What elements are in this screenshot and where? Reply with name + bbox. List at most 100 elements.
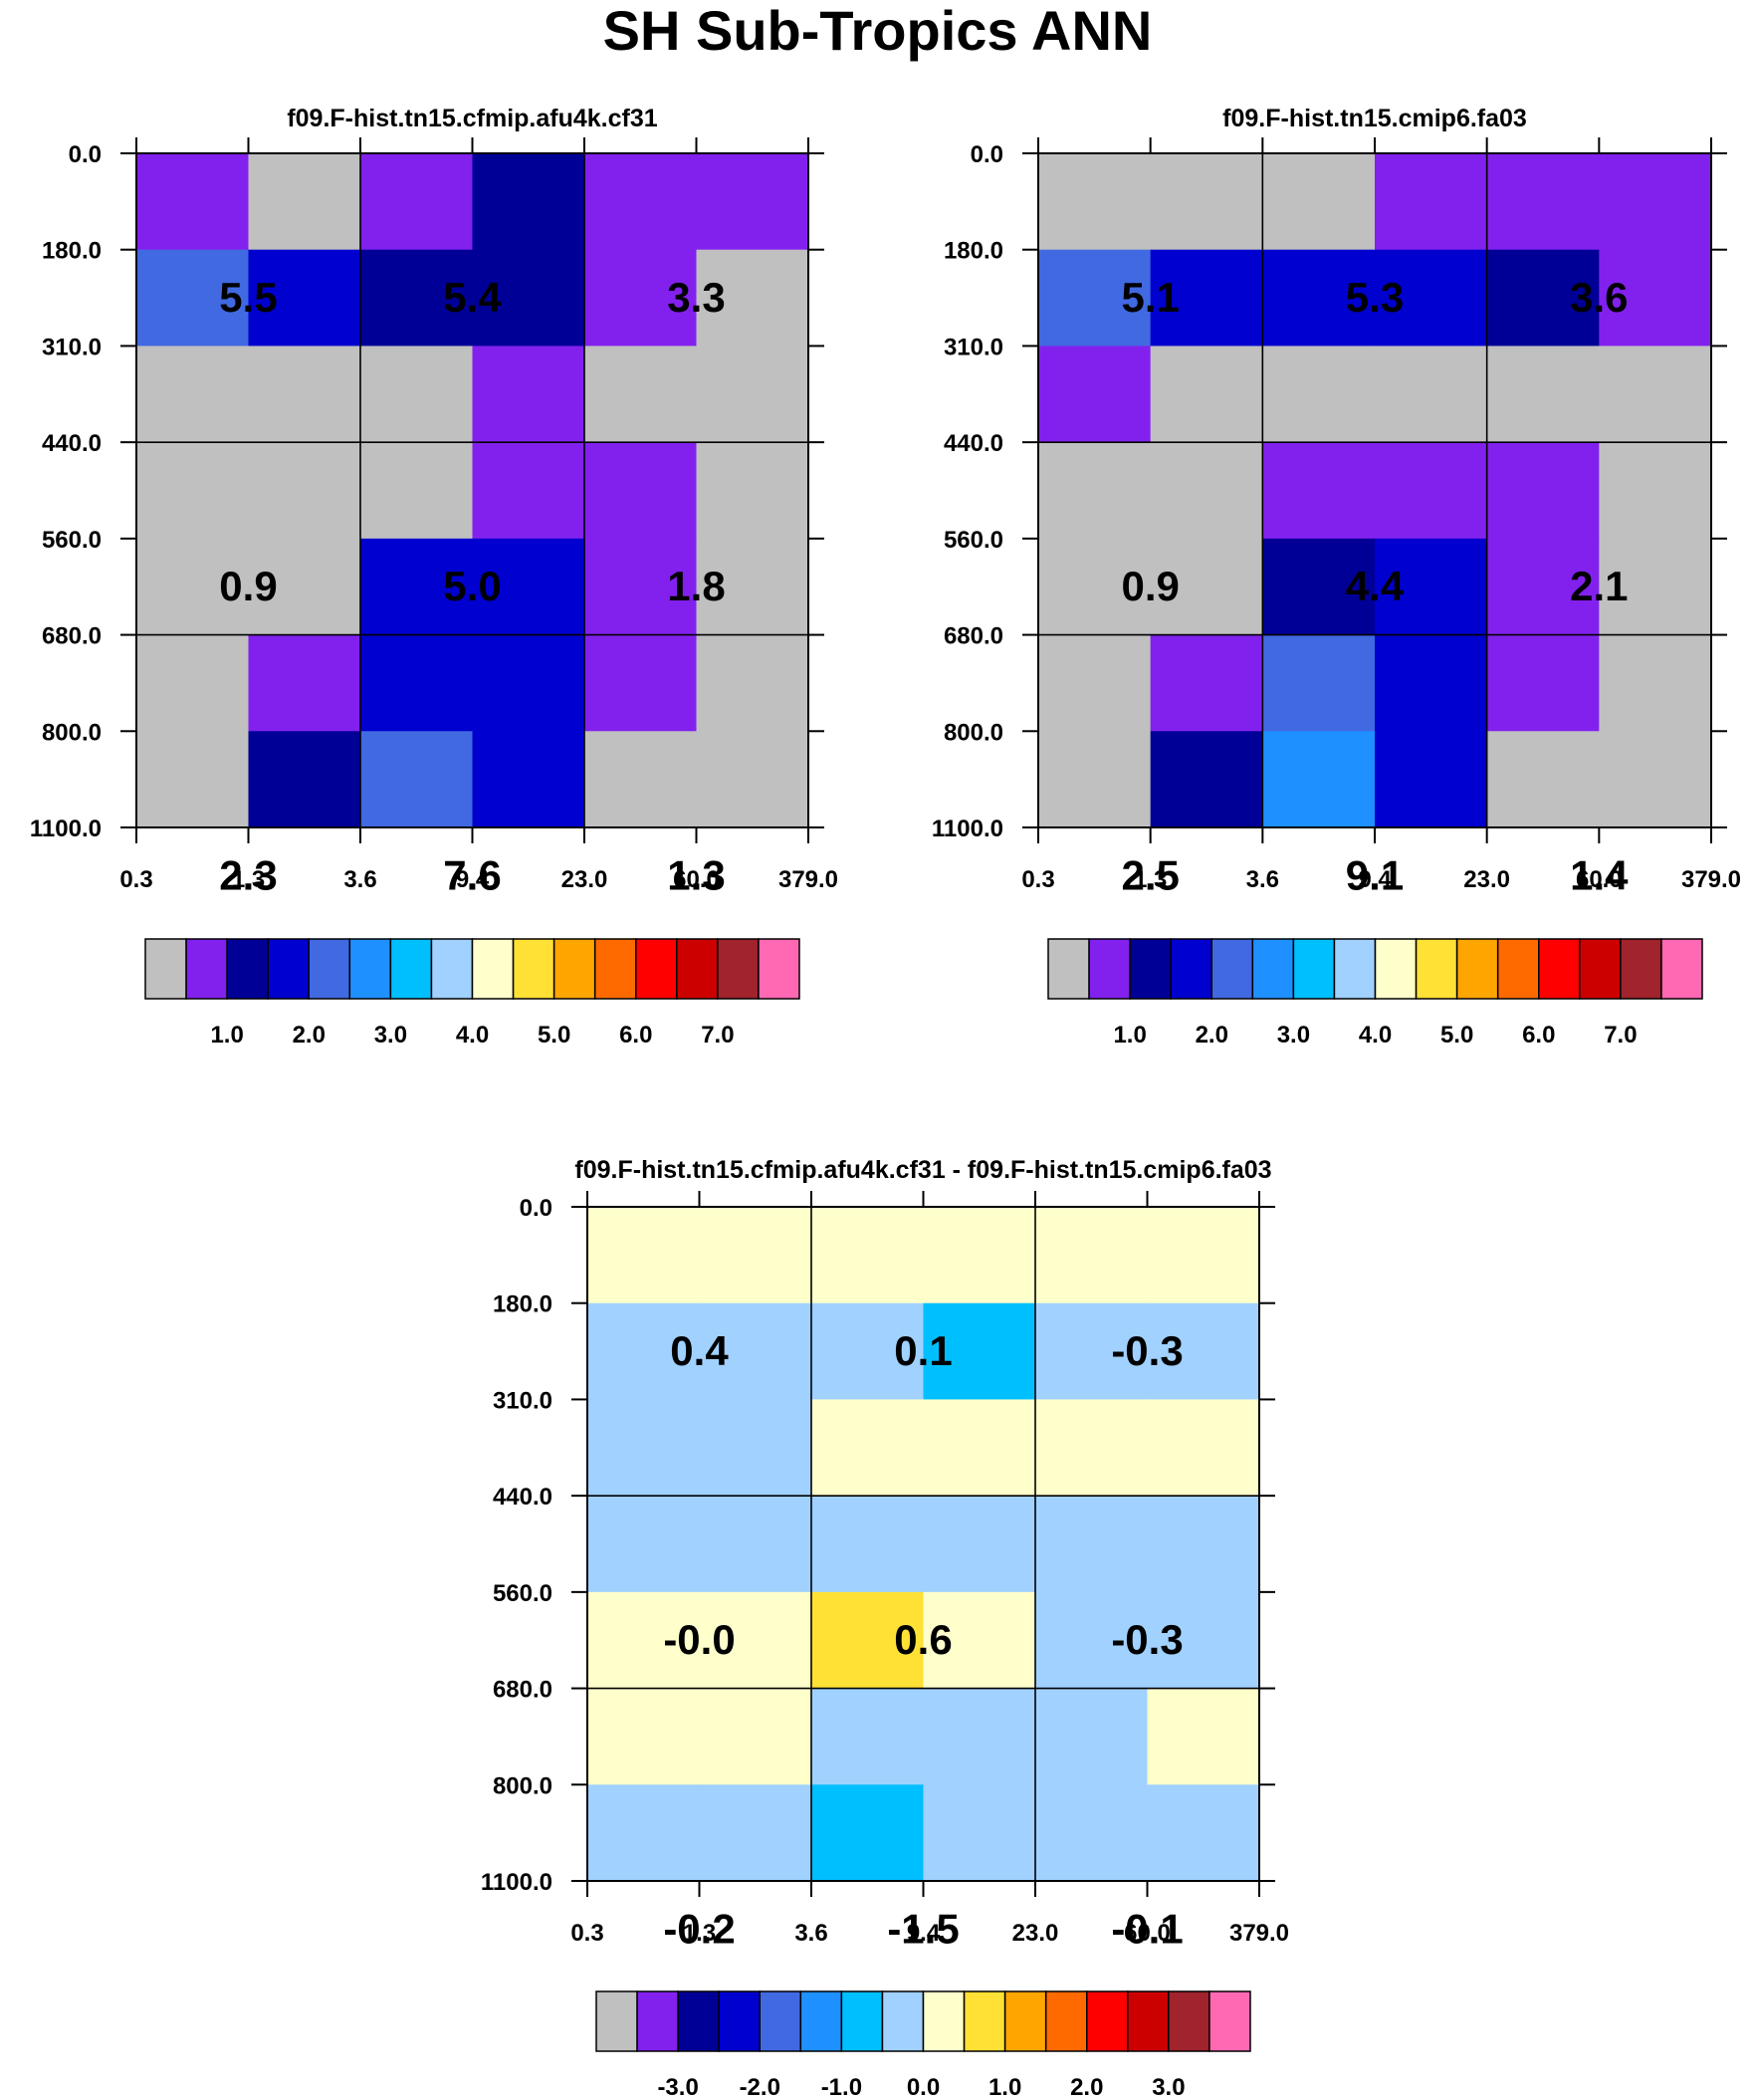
colorbar-swatch [635,938,678,1000]
x-tick-label: 23.0 [1463,866,1510,893]
colorbar-swatch [758,938,800,1000]
heatmap-cell [587,1688,701,1785]
heatmap-cell [1035,1207,1149,1304]
heatmap-cell [1038,731,1152,828]
heatmap-cell [1147,1399,1260,1497]
colorbar-swatch [881,1990,925,2052]
heatmap-cell [472,442,585,540]
heatmap-cell [1599,153,1712,251]
x-tick-label: 1.3 [683,1920,716,1947]
colorbar-label: 6.0 [619,1022,652,1049]
heatmap-cell [584,538,698,636]
colorbar-swatch [1660,938,1703,1000]
colorbar-swatch [185,938,228,1000]
heatmap-cell [360,346,474,443]
heatmap-cell [472,731,585,828]
colorbar-swatch [144,938,187,1000]
heatmap-cell [1038,153,1152,251]
box-value-label: 5.3 [1346,274,1404,321]
x-tick-label: 60.0 [673,866,720,893]
y-tick-label: 680.0 [493,1677,552,1704]
y-tick-label: 800.0 [944,719,1003,746]
heatmap-cell [923,1399,1036,1497]
heatmap-cell [1035,1302,1149,1401]
y-tick-label: 800.0 [493,1772,552,1799]
y-tick-label: 560.0 [493,1580,552,1607]
box-value-label: 1.4 [1570,851,1629,898]
y-tick-label: 1100.0 [30,816,102,842]
colorbar-swatch [348,938,392,1000]
heatmap-cell [1150,442,1263,540]
heatmap-cell [696,249,809,348]
heatmap-cell [696,634,809,732]
heatmap-cell [360,634,474,732]
panel-3: f09.F-hist.tn15.cfmip.afu4k.cf31 - f09.F… [481,1156,1289,2100]
heatmap-cell [811,1207,925,1304]
heatmap-cell [923,1591,1036,1690]
heatmap-cell [1375,153,1488,251]
colorbar-swatch [1579,938,1622,1000]
box-value-label: 3.6 [1570,274,1628,321]
heatmap-cell [699,1591,812,1690]
heatmap-cell [472,634,585,732]
box-value-label: 9.1 [1346,851,1404,898]
box-value-label: -0.1 [1111,1905,1183,1952]
colorbar-label: -3.0 [657,2074,698,2100]
panel-1: f09.F-hist.tn15.cfmip.afu4k.cf31 0.0 180.0… [30,105,838,1049]
heatmap-cell [1150,153,1263,251]
heatmap-cell [1599,731,1712,828]
x-tick-label: 3.6 [1246,866,1279,893]
colorbar-label: 3.0 [1277,1022,1310,1049]
colorbar-swatch [1538,938,1581,1000]
colorbar-label: 2.0 [1196,1022,1228,1049]
heatmap-cell [923,1207,1036,1304]
heatmap-cell [1486,538,1600,636]
heatmap-cell [584,731,698,828]
y-tick-label: 800.0 [42,719,102,746]
colorbar-label: 3.0 [1152,2074,1185,2100]
heatmap-cell [1035,1591,1149,1690]
heatmap-cell [699,1302,812,1401]
colorbar-label: 7.0 [1604,1022,1637,1049]
heatmap-cell [1375,538,1488,636]
figure-title: SH Sub-Tropics ANN [602,0,1153,62]
colorbar-swatch [1292,938,1336,1000]
heatmap-cell [136,538,250,636]
heatmap-cell [1375,346,1488,443]
heatmap-cell [1375,731,1488,828]
heatmap-cell [1147,1207,1260,1304]
colorbar-label: 2.0 [1070,2074,1103,2100]
heatmap-cell [699,1496,812,1593]
colorbar-swatch [717,938,760,1000]
heatmap-cell [1035,1784,1149,1882]
box-value-label: 5.5 [219,274,277,321]
heatmap-cell [587,1399,701,1497]
heatmap-cell [136,442,250,540]
colorbar-swatch [308,938,351,1000]
colorbar-label: 4.0 [456,1022,489,1049]
heatmap-cell [360,442,474,540]
heatmap-cell [1150,634,1263,732]
heatmap-cell [1262,634,1376,732]
heatmap-cell [1486,153,1600,251]
colorbar-swatch [1374,938,1418,1000]
colorbar-swatch [552,938,596,1000]
heatmap-cell [699,1399,812,1497]
heatmap-cell [360,249,474,348]
heatmap-cell [248,538,361,636]
heatmap-cell [1035,1399,1149,1497]
box-value-label: 5.0 [443,563,501,609]
y-tick-label: 0.0 [69,141,102,168]
y-tick-label: 310.0 [944,334,1003,360]
colorbar-swatch [922,1990,966,2052]
y-tick-label: 180.0 [493,1291,552,1318]
heatmap-cell [923,1496,1036,1593]
heatmap-cell [1375,249,1488,348]
colorbar-swatch [840,1990,884,2052]
heatmap-cell [696,346,809,443]
y-tick-label: 0.0 [520,1195,552,1222]
heatmap-cell [1147,1302,1260,1401]
colorbar-swatch [759,1990,802,2052]
colorbar-swatch [1044,1990,1088,2052]
